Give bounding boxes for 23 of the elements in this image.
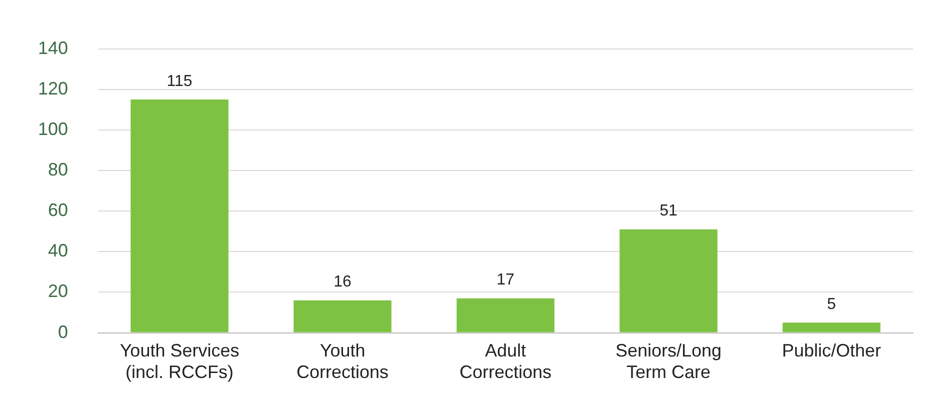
y-tick-label: 100 (38, 118, 68, 139)
x-tick-label: Seniors/Long Term Care (615, 340, 722, 382)
y-tick-label: 80 (48, 159, 68, 180)
bar (294, 300, 392, 332)
y-tick-label: 120 (38, 78, 68, 98)
y-tick-label: 0 (58, 322, 68, 342)
data-label: 16 (334, 274, 352, 291)
y-tick-label: 60 (48, 200, 68, 220)
data-label: 5 (827, 296, 836, 314)
y-tick-label: 20 (48, 281, 68, 302)
bar (456, 298, 554, 332)
x-tick-label: Youth Services (incl. RCCFs) (120, 340, 240, 382)
data-label: 115 (166, 72, 192, 90)
data-label: 51 (660, 202, 678, 220)
bar (130, 100, 228, 332)
data-label: 17 (496, 272, 515, 289)
y-tick-label: 40 (48, 240, 68, 261)
x-tick-label: Youth Corrections (296, 340, 389, 382)
bar (782, 322, 880, 332)
x-tick-label: Adult Corrections (460, 340, 552, 382)
bar (620, 229, 718, 332)
x-tick-label: Public/Other (782, 340, 882, 361)
y-tick-label: 140 (38, 38, 68, 58)
